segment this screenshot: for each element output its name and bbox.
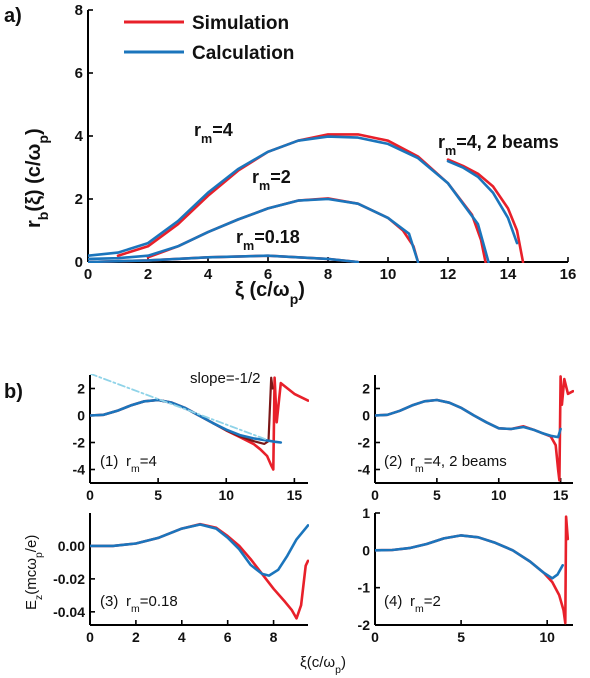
x-tick-label: 10 [218, 487, 234, 503]
y-tick-label: 0 [362, 542, 370, 558]
x-tick-label: 12 [440, 266, 457, 283]
y-axis-title-a: rb(ξ) (c/ωp) [23, 128, 51, 228]
x-axis-title-a: ξ (c/ωp) [235, 279, 305, 307]
panel-label-b: b) [4, 381, 23, 403]
x-tick-label: 4 [204, 266, 213, 283]
x-axis-title-b: ξ(c/ωp) [300, 654, 346, 676]
series-line-simulation [116, 133, 487, 263]
y-tick-label: 2 [362, 381, 370, 397]
y-tick-label: 2 [75, 191, 83, 208]
series-line-calculation [88, 135, 490, 263]
x-tick-label: 0 [86, 629, 94, 645]
curve-annotation: rm=2 [252, 167, 291, 193]
y-tick-label: -0.04 [53, 604, 85, 620]
series-line-calculation [88, 254, 360, 263]
legend-label-calculation: Calculation [192, 43, 294, 64]
subpanel-annotation: rm=0.18 [126, 593, 178, 615]
subpanel-label: (4) [384, 593, 402, 610]
x-tick-label: 15 [553, 487, 569, 503]
series-line-calculation [90, 398, 283, 444]
subpanel-label: (2) [384, 453, 402, 470]
x-tick-label: 0 [84, 266, 92, 283]
x-tick-label: 6 [264, 266, 272, 283]
y-tick-label: -4 [73, 462, 86, 478]
x-tick-label: 0 [371, 629, 379, 645]
x-tick-label: 15 [287, 487, 303, 503]
y-tick-label: 0.00 [58, 538, 85, 554]
subpanel-label: (1) [100, 453, 118, 470]
subpanel-annotation: rm=4, 2 beams [410, 453, 507, 475]
legend: Simulation Calculation [124, 13, 294, 64]
y-tick-label: -2 [358, 617, 371, 633]
series-line-calculation [446, 159, 519, 245]
series-line-calculation [375, 534, 564, 580]
y-tick-label: 0 [362, 408, 370, 424]
y-tick-label: 1 [362, 505, 370, 521]
x-tick-label: 0 [371, 487, 379, 503]
subpanel-annotation: rm=4 [126, 453, 157, 475]
x-tick-label: 10 [491, 487, 507, 503]
x-tick-label: 5 [457, 629, 465, 645]
x-tick-label: 8 [270, 629, 278, 645]
x-tick-label: 5 [433, 487, 441, 503]
y-axis-title-b: Ez(mcωp/e) [23, 535, 45, 610]
y-tick-label: 6 [75, 65, 83, 82]
y-tick-label: -0.02 [53, 571, 85, 587]
y-tick-label: 2 [77, 381, 85, 397]
x-tick-label: 10 [539, 629, 555, 645]
curve-annotation: rm=4, 2 beams [438, 132, 559, 158]
y-tick-label: -1 [358, 580, 371, 596]
y-tick-label: -4 [358, 462, 371, 478]
y-tick-label: 8 [75, 2, 83, 19]
x-tick-label: 4 [178, 629, 186, 645]
x-tick-label: 5 [154, 487, 162, 503]
series-line-calculation [88, 197, 420, 263]
subpanel-label: (3) [100, 593, 118, 610]
x-tick-label: 2 [132, 629, 140, 645]
y-tick-label: -2 [358, 435, 371, 451]
x-tick-label: 16 [560, 266, 577, 283]
series-line-calculation [90, 523, 309, 577]
series-line-calculation [375, 398, 562, 439]
x-tick-label: 14 [500, 266, 517, 283]
series-line-slope-1-2 [90, 374, 268, 441]
x-tick-label: 6 [224, 629, 232, 645]
panel-label-a: a) [4, 5, 22, 27]
y-tick-label: 0 [77, 408, 85, 424]
x-tick-label: 8 [324, 266, 332, 283]
series-line-simulation [446, 158, 525, 263]
x-tick-label: 0 [86, 487, 94, 503]
x-tick-label: 10 [380, 266, 397, 283]
y-tick-label: 4 [75, 128, 84, 145]
y-tick-label: -2 [73, 435, 86, 451]
curve-annotation: rm=4 [194, 120, 233, 146]
subpanel-annotation: rm=2 [410, 593, 441, 615]
y-tick-label: 0 [75, 254, 83, 271]
x-tick-label: 2 [144, 266, 152, 283]
slope-annotation: slope=-1/2 [190, 370, 260, 387]
curve-annotation: rm=0.18 [236, 227, 300, 253]
series-line-simulation [90, 376, 309, 471]
legend-label-simulation: Simulation [192, 13, 289, 34]
